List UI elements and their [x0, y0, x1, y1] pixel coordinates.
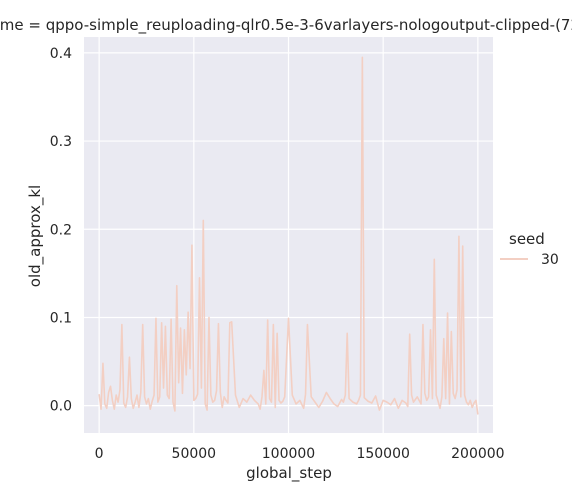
- y-tick-label: 0.0: [50, 399, 72, 415]
- y-axis-label: old_approx_kl: [26, 185, 45, 287]
- y-tick-labels: 0.0 0.1 0.2 0.3 0.4: [50, 46, 72, 415]
- legend-label-seed-30: 30: [541, 252, 559, 268]
- x-tick-label: 200000: [451, 446, 504, 462]
- horizontal-gridlines: [84, 52, 493, 407]
- vertical-gridlines: [98, 37, 479, 433]
- series-line-seed-30: [98, 56, 479, 415]
- y-tick-label: 0.1: [50, 310, 72, 326]
- legend: seed 30: [500, 230, 559, 268]
- y-tick-label: 0.4: [50, 46, 72, 62]
- x-tick-label: 50000: [172, 446, 217, 462]
- x-tick-label: 0: [95, 446, 104, 462]
- legend-title: seed: [509, 230, 545, 248]
- y-tick-label: 0.2: [50, 222, 72, 238]
- x-tick-label: 100000: [262, 446, 315, 462]
- chart-title: name = qppo-simple_reuploading-qlr0.5e-3…: [0, 16, 572, 35]
- x-axis-label: global_step: [246, 464, 332, 483]
- y-tick-label: 0.3: [50, 134, 72, 150]
- x-tick-labels: 0 50000 100000 150000 200000: [95, 446, 505, 462]
- x-tick-label: 150000: [356, 446, 409, 462]
